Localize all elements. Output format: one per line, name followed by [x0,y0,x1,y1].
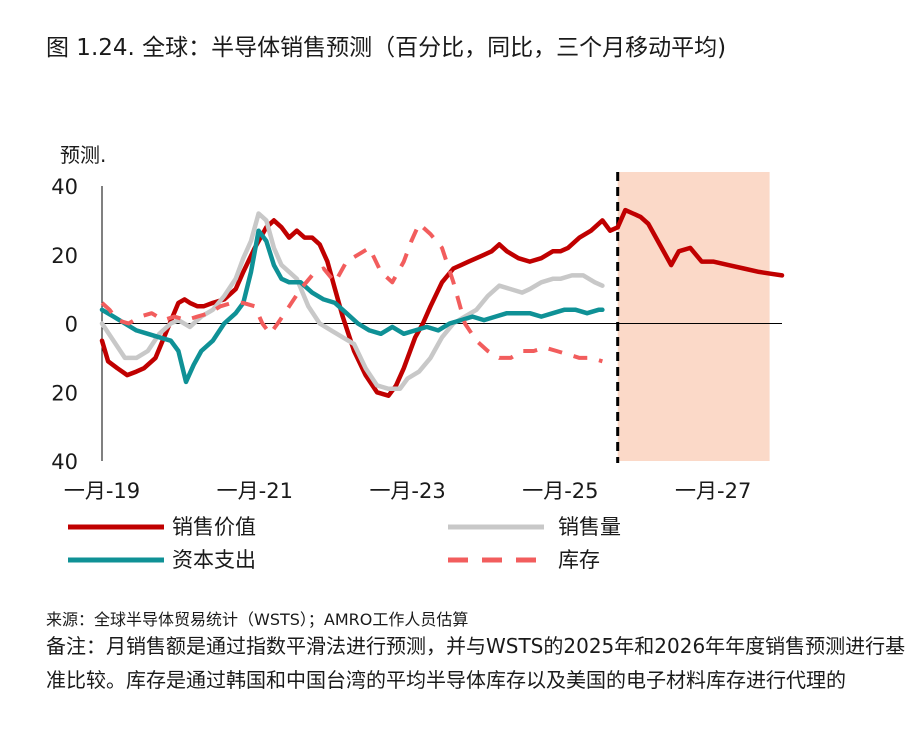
series-line-2 [99,211,605,392]
x-tick-label: 一月-19 [64,479,140,503]
y-tick-label: 20 [51,244,78,268]
legend-label-2: 资本支出 [172,548,256,572]
legend-label-3: 库存 [558,548,600,572]
legend-label-1: 销售量 [558,515,621,539]
note-text: 备注：月销售额是通过指数平滑法进行预测，并与WSTS的2025年和2026年年度… [46,634,906,692]
x-tick-label: 一月-25 [522,479,598,503]
x-tick-label: 一月-23 [369,479,445,503]
x-tick-label: 一月-21 [217,479,293,503]
forecast-shade-layer: 预测. [60,143,770,463]
source-text: 来源：全球半导体贸易统计（WSTS）；AMRO工作人员估算 [46,610,469,629]
y-tick-label: 0 [65,313,78,337]
series-line-3 [99,228,605,385]
series-line-1 [615,207,785,278]
axis-layer: 40 20 0 20 40 一月-19 一月-21 一月-23 一月-25 一月-27 [51,175,782,503]
series-layer [99,207,785,398]
chart-svg: 预测. 40 20 0 20 40 一月-19 一月-21 一月-23 一月-25 一月-27 销… [51,143,785,572]
series-line-0 [99,218,620,398]
y-tick-label: 40 [51,175,78,199]
y-tick-label: 20 [51,381,78,405]
legend-label-0: 销售价值 [172,515,256,539]
y-tick-label: 40 [51,450,78,474]
forecast-label: 预测. [60,143,106,167]
chart-title: 图 1.24. 全球：半导体销售预测（百分比，同比，三个月移动平均) [46,35,727,61]
x-tick-label: 一月-27 [675,479,751,503]
